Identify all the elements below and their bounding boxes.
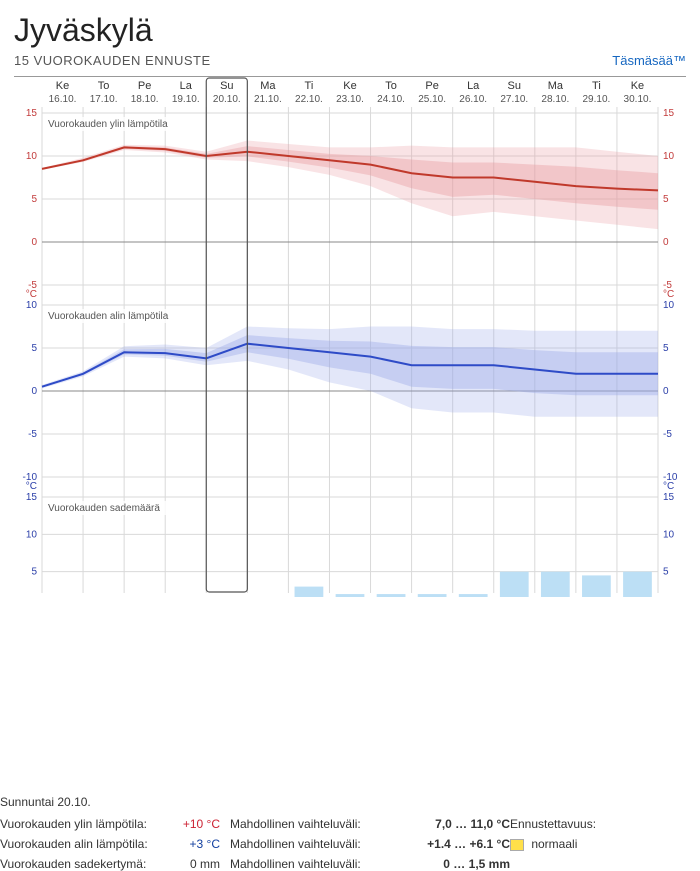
svg-text:15: 15 [26,108,38,119]
svg-text:-5: -5 [28,429,37,440]
svg-text:0: 0 [663,386,669,397]
svg-text:27.10.: 27.10. [500,94,528,105]
legend-label: Vuorokauden ylin lämpötila: [0,817,160,831]
svg-text:°C: °C [26,289,37,300]
svg-text:5: 5 [31,567,37,578]
legend-label: Mahdollinen vaihteluväli: [230,857,400,871]
svg-text:17.10.: 17.10. [90,94,118,105]
page-title: Jyväskylä [14,12,686,49]
legend-label: Vuorokauden alin lämpötila: [0,837,160,851]
legend-value: +3 °C [160,837,230,851]
svg-text:°C: °C [663,481,674,492]
svg-text:20.10.: 20.10. [213,94,241,105]
svg-text:30.10.: 30.10. [624,94,652,105]
legend-label: Mahdollinen vaihteluväli: [230,837,400,851]
svg-text:Ke: Ke [56,80,69,92]
svg-text:-5: -5 [663,429,672,440]
legend-label: Vuorokauden sadekertymä: [0,857,160,871]
svg-text:10: 10 [663,300,675,311]
svg-text:5: 5 [31,343,37,354]
svg-text:5: 5 [31,194,37,205]
svg-text:Pe: Pe [138,80,151,92]
legend-label: Mahdollinen vaihteluväli: [230,817,400,831]
svg-text:10: 10 [663,151,675,162]
svg-text:0: 0 [663,237,669,248]
svg-text:Pe: Pe [425,80,438,92]
svg-text:Vuorokauden alin lämpötila: Vuorokauden alin lämpötila [48,311,169,322]
svg-text:Su: Su [508,80,521,92]
legend-date: Sunnuntai 20.10. [0,795,672,809]
svg-text:Ma: Ma [548,80,564,92]
svg-text:22.10.: 22.10. [295,94,323,105]
svg-text:Vuorokauden ylin lämpötila: Vuorokauden ylin lämpötila [48,119,168,130]
svg-text:To: To [385,80,397,92]
svg-text:16.10.: 16.10. [49,94,77,105]
svg-text:15: 15 [663,492,675,503]
svg-text:Ke: Ke [631,80,644,92]
svg-text:15: 15 [26,492,38,503]
svg-text:°C: °C [26,481,37,492]
legend-extra: normaali [510,837,630,851]
svg-text:5: 5 [663,343,669,354]
svg-text:29.10.: 29.10. [582,94,610,105]
svg-text:10: 10 [26,151,38,162]
svg-text:23.10.: 23.10. [336,94,364,105]
svg-text:To: To [98,80,110,92]
svg-text:15: 15 [663,108,675,119]
svg-text:°C: °C [663,289,674,300]
brand-link[interactable]: Täsmäsää™ [612,53,686,68]
svg-text:0: 0 [31,386,37,397]
svg-text:10: 10 [26,300,38,311]
svg-text:26.10.: 26.10. [459,94,487,105]
legend-range: +1.4 … +6.1 °C [400,837,510,851]
svg-text:Vuorokauden sademäärä: Vuorokauden sademäärä [48,503,160,514]
svg-text:Ti: Ti [592,80,601,92]
svg-text:25.10.: 25.10. [418,94,446,105]
svg-text:28.10.: 28.10. [541,94,569,105]
svg-text:18.10.: 18.10. [131,94,159,105]
svg-text:Ti: Ti [305,80,314,92]
subtitle: 15 VUOROKAUDEN ENNUSTE [14,53,211,68]
legend-extra: Ennustettavuus: [510,817,630,831]
svg-text:La: La [467,80,480,92]
svg-text:10: 10 [26,529,38,540]
legend-range: 7,0 … 11,0 °C [400,817,510,831]
legend-value: +10 °C [160,817,230,831]
legend-range: 0 … 1,5 mm [400,857,510,871]
svg-text:5: 5 [663,194,669,205]
svg-text:21.10.: 21.10. [254,94,282,105]
svg-text:19.10.: 19.10. [172,94,200,105]
svg-text:10: 10 [663,529,675,540]
reliability-swatch [510,839,524,851]
svg-text:Ke: Ke [343,80,356,92]
svg-text:24.10.: 24.10. [377,94,405,105]
svg-text:0: 0 [31,237,37,248]
svg-text:Ma: Ma [260,80,276,92]
svg-text:La: La [180,80,193,92]
forecast-chart: Ke 16.10. To 17.10. Pe 18.10. La 19.10. Su 20.10.… [14,76,686,596]
legend-panel: Sunnuntai 20.10. Vuorokauden ylin lämpöt… [0,795,672,871]
svg-text:Su: Su [220,80,233,92]
svg-text:5: 5 [663,567,669,578]
legend-value: 0 mm [160,857,230,871]
